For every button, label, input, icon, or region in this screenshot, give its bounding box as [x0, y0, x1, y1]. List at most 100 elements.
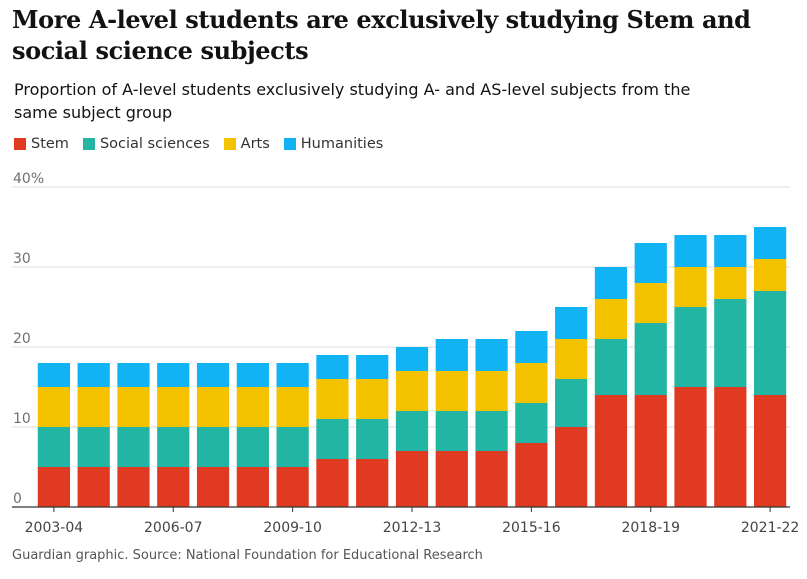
- bar-humanities-2019-20: [674, 235, 707, 267]
- legend-swatch-humanities: [283, 138, 296, 150]
- x-tick-label-2021-22: 2021-22: [741, 520, 800, 536]
- bar-humanities-2015-16: [515, 331, 548, 363]
- bar-humanities-2009-10: [276, 363, 309, 387]
- bar-stem-2018-19: [634, 395, 667, 507]
- bar-humanities-2018-19: [634, 243, 667, 283]
- bar-humanities-2010-11: [316, 355, 349, 379]
- legend-swatch-stem: [14, 138, 26, 150]
- x-tick-label-2018-19: 2018-19: [621, 520, 680, 536]
- bar-social-sciences-2017-18: [594, 339, 628, 395]
- bar-arts-2010-11: [316, 379, 349, 419]
- bar-social-sciences-2011-12: [356, 419, 389, 459]
- bar-arts-2017-18: [594, 299, 628, 339]
- bar-social-sciences-2018-19: [634, 323, 667, 395]
- y-tick-label-30: 30: [13, 251, 31, 267]
- bar-stem-2020-21: [714, 387, 747, 507]
- legend-swatch-arts: [223, 138, 236, 150]
- bar-humanities-2013-14: [435, 339, 468, 371]
- bar-stem-2016-17: [555, 427, 588, 507]
- bar-arts-2015-16: [515, 363, 548, 403]
- bar-arts-2006-07: [157, 387, 190, 427]
- legend-label-stem: Stem: [31, 136, 69, 152]
- bar-arts-2019-20: [674, 267, 707, 307]
- bar-humanities-2007-08: [196, 363, 230, 387]
- bar-stem-2021-22: [753, 395, 787, 507]
- x-tick-label-2006-07: 2006-07: [144, 520, 203, 536]
- y-tick-label-10: 10: [13, 411, 31, 427]
- bar-humanities-2014-15: [475, 339, 508, 371]
- bar-arts-2011-12: [356, 379, 389, 419]
- legend-swatch-social-sciences: [82, 138, 95, 150]
- bar-arts-2007-08: [196, 387, 230, 427]
- bar-social-sciences-2004-05: [77, 427, 110, 467]
- bar-arts-2008-09: [236, 387, 269, 427]
- bar-social-sciences-2014-15: [475, 411, 508, 451]
- bar-social-sciences-2020-21: [714, 299, 747, 387]
- bar-arts-2021-22: [753, 259, 787, 291]
- bar-social-sciences-2012-13: [395, 411, 429, 451]
- legend-item-stem: Stem: [14, 136, 69, 152]
- bar-social-sciences-2010-11: [316, 419, 349, 459]
- bar-humanities-2012-13: [395, 347, 429, 371]
- bar-arts-2016-17: [555, 339, 588, 379]
- chart-title: More A-level students are exclusively st…: [12, 5, 751, 65]
- bar-humanities-2017-18: [594, 267, 628, 299]
- bar-social-sciences-2006-07: [157, 427, 190, 467]
- bar-stem-2007-08: [196, 467, 230, 507]
- bar-social-sciences-2013-14: [435, 411, 468, 451]
- legend-label-humanities: Humanities: [300, 136, 384, 152]
- bar-social-sciences-2009-10: [276, 427, 309, 467]
- bar-stem-2009-10: [276, 467, 309, 507]
- bar-arts-2014-15: [475, 371, 508, 411]
- y-tick-label-0: 0: [13, 491, 22, 507]
- axes: 0 10 20 30 40% 2003-04 2006-07 2009-10 2012-13 20…: [12, 171, 799, 536]
- legend: Stem Social sciences Arts Humanities: [14, 135, 397, 153]
- bar-stem-2003-04: [37, 467, 71, 507]
- bars: [37, 227, 787, 507]
- bar-arts-2004-05: [77, 387, 110, 427]
- bar-humanities-2021-22: [753, 227, 787, 259]
- legend-item-social-sciences: Social sciences: [82, 136, 210, 152]
- bar-humanities-2020-21: [714, 235, 747, 267]
- bar-social-sciences-2003-04: [37, 427, 71, 467]
- bar-stem-2004-05: [77, 467, 110, 507]
- bar-social-sciences-2005-06: [117, 427, 150, 467]
- bar-arts-2009-10: [276, 387, 309, 427]
- chart-subtitle: Proportion of A-level students exclusive…: [14, 80, 691, 122]
- y-tick-label-20: 20: [13, 331, 31, 347]
- bar-humanities-2008-09: [236, 363, 269, 387]
- bar-arts-2020-21: [714, 267, 747, 299]
- bar-humanities-2011-12: [356, 355, 389, 379]
- bar-arts-2018-19: [634, 283, 667, 323]
- bar-stem-2019-20: [674, 387, 707, 507]
- legend-label-arts: Arts: [240, 136, 270, 152]
- x-tick-label-2015-16: 2015-16: [502, 520, 561, 536]
- bar-stem-2011-12: [356, 459, 389, 507]
- bar-social-sciences-2021-22: [753, 291, 787, 395]
- x-tick-label-2009-10: 2009-10: [263, 520, 322, 536]
- bar-humanities-2016-17: [555, 307, 588, 339]
- source-note: Guardian graphic. Source: National Found…: [12, 548, 483, 563]
- bar-arts-2012-13: [395, 371, 429, 411]
- bar-arts-2003-04: [37, 387, 71, 427]
- bar-social-sciences-2019-20: [674, 307, 707, 387]
- bar-stem-2012-13: [395, 451, 429, 507]
- x-tick-label-2012-13: 2012-13: [383, 520, 442, 536]
- y-tick-label-40: 40%: [13, 171, 44, 187]
- bar-stem-2017-18: [594, 395, 628, 507]
- bar-stem-2014-15: [475, 451, 508, 507]
- legend-item-arts: Arts: [223, 136, 270, 152]
- bar-stem-2006-07: [157, 467, 190, 507]
- bar-arts-2013-14: [435, 371, 468, 411]
- stacked-bar-chart: 0 10 20 30 40% 2003-04 2006-07 2009-10 2012-13 20…: [12, 171, 799, 536]
- bar-stem-2010-11: [316, 459, 349, 507]
- bar-humanities-2003-04: [37, 363, 71, 387]
- bar-stem-2008-09: [236, 467, 269, 507]
- x-tick-label-2003-04: 2003-04: [25, 520, 84, 536]
- bar-humanities-2006-07: [157, 363, 190, 387]
- legend-item-humanities: Humanities: [283, 136, 384, 152]
- bar-social-sciences-2007-08: [196, 427, 230, 467]
- legend-label-social-sciences: Social sciences: [99, 136, 210, 152]
- bar-stem-2015-16: [515, 443, 548, 507]
- bar-humanities-2005-06: [117, 363, 150, 387]
